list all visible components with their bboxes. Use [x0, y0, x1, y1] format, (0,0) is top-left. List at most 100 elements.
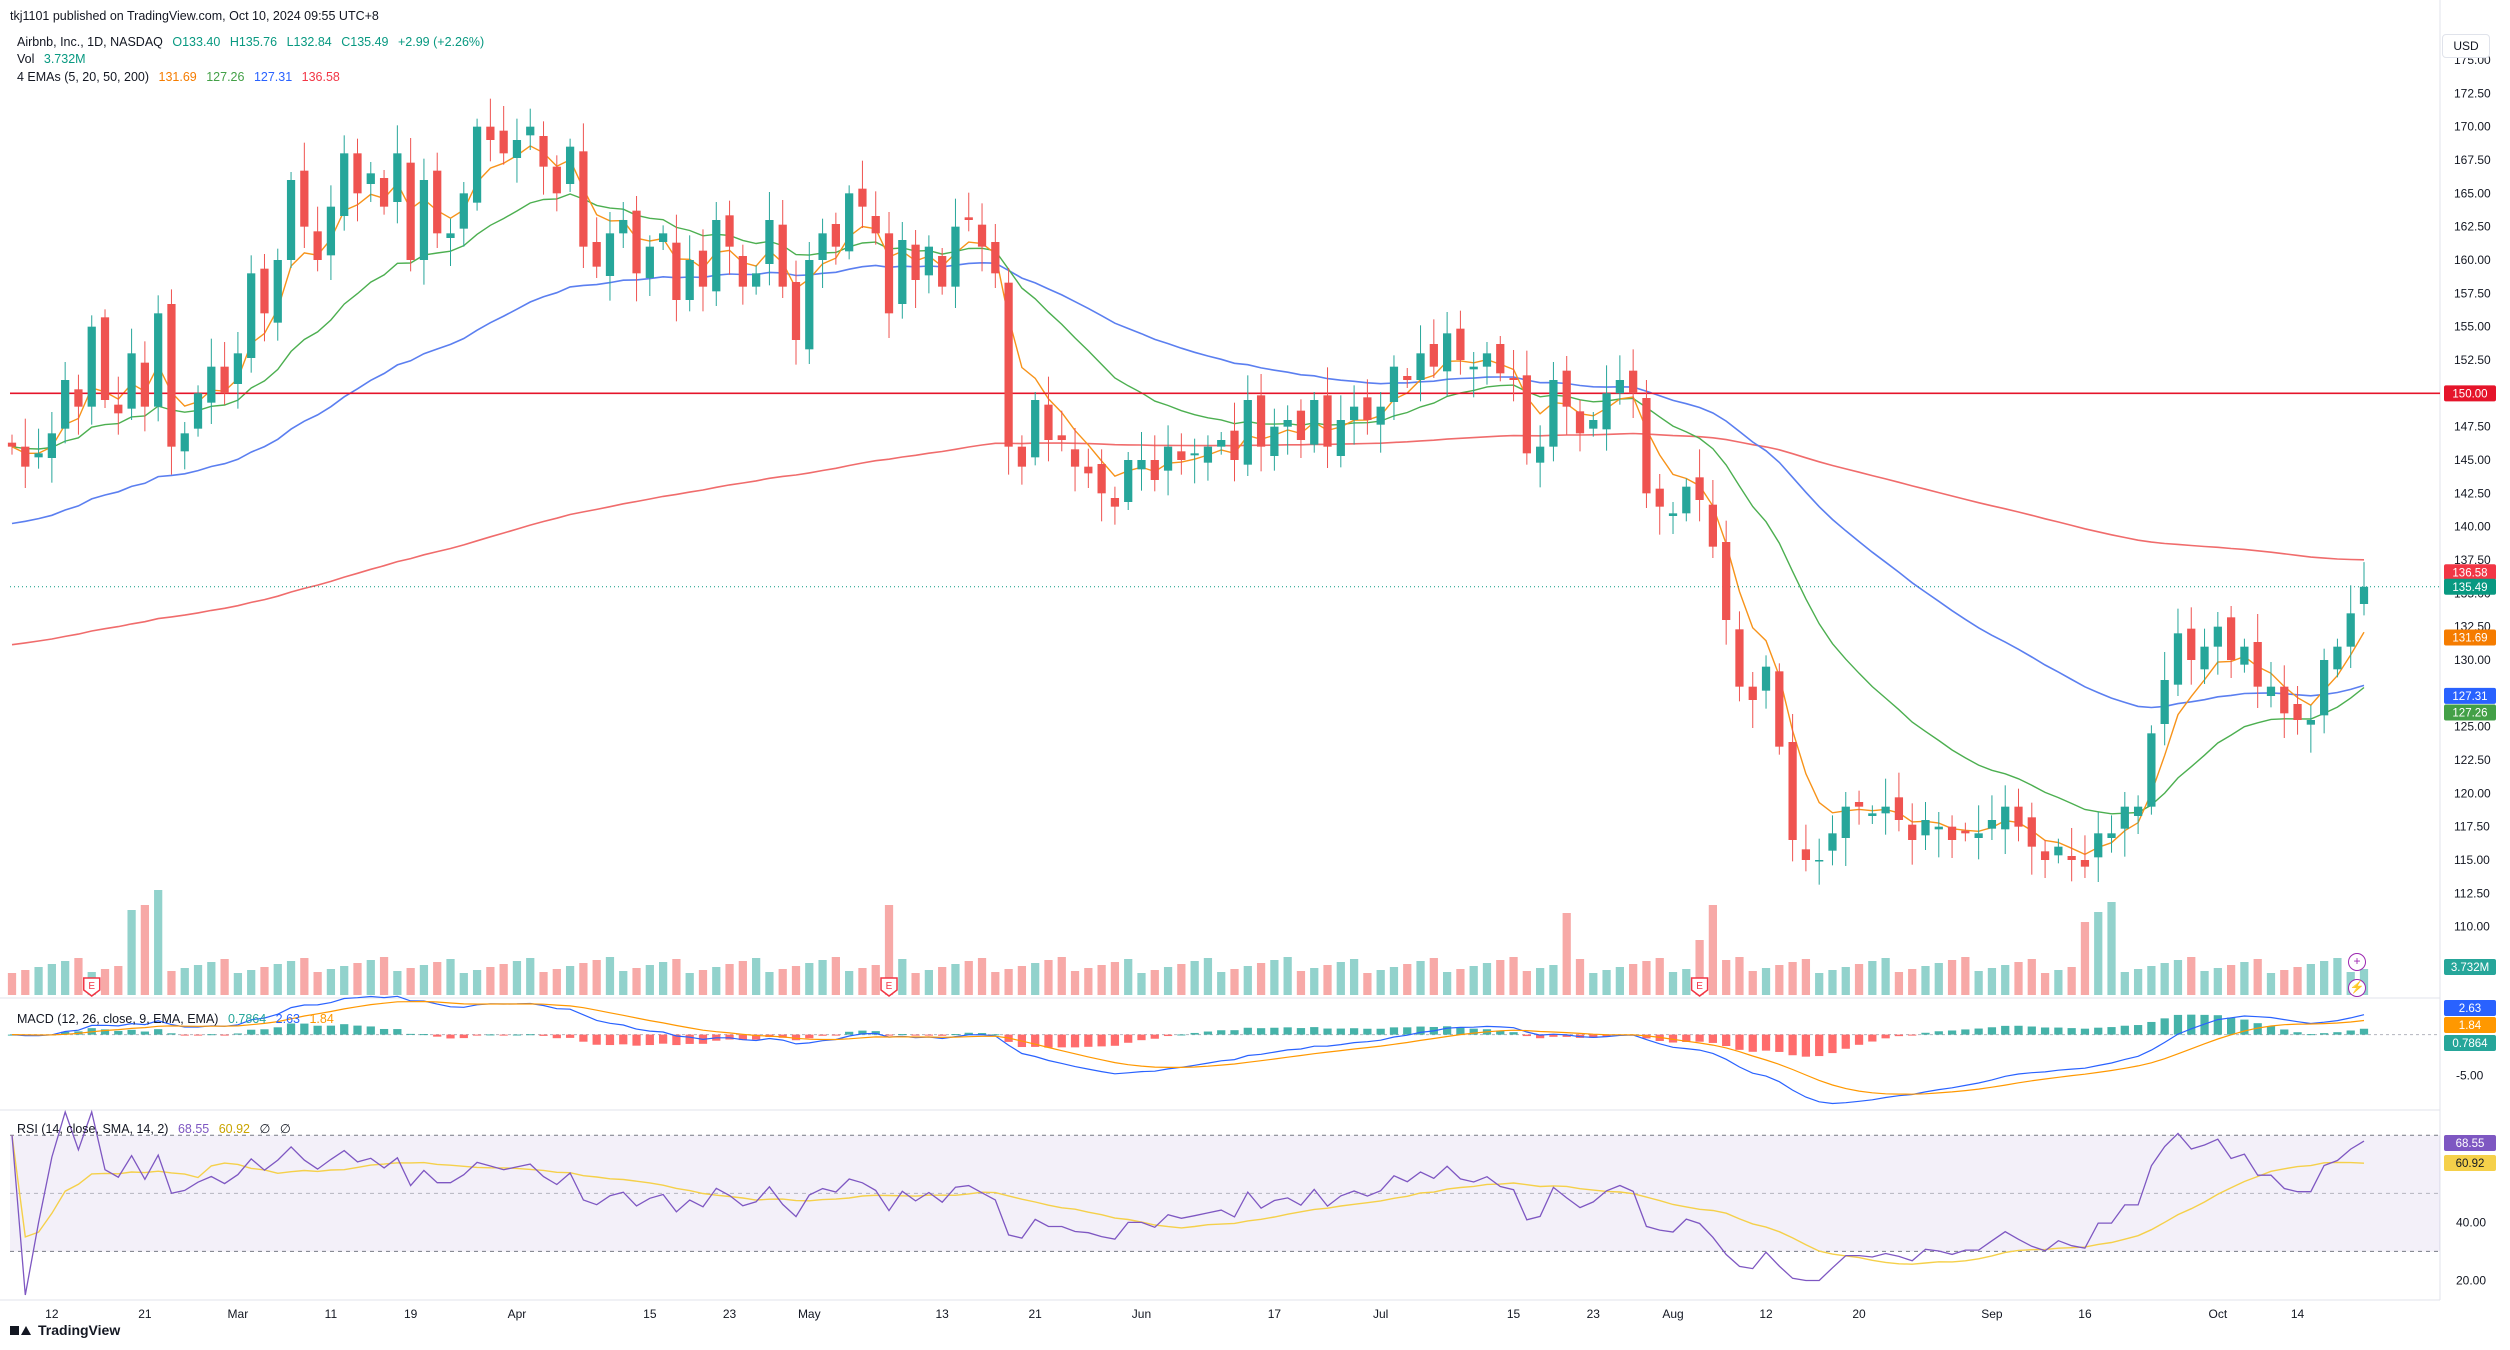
- macd-hist-value: 0.7864: [227, 1012, 267, 1026]
- candle-body: [1735, 629, 1744, 687]
- volume-bar: [1841, 967, 1850, 995]
- candle-body: [1748, 686, 1757, 700]
- volume-bar: [605, 957, 615, 995]
- macd-hist-bar: [752, 1034, 761, 1040]
- value-badge-label: 150.00: [2452, 388, 2487, 400]
- macd-hist-bar: [366, 1026, 375, 1035]
- add-indicator-icon[interactable]: +: [2348, 953, 2366, 971]
- volume-bar: [1894, 972, 1904, 995]
- volume-bar: [2094, 912, 2103, 995]
- candle-body: [2054, 846, 2063, 856]
- legend-ema-line[interactable]: 4 EMAs (5, 20, 50, 200) 131.69 127.26 12…: [17, 70, 346, 84]
- macd-hist-bar: [1947, 1030, 1957, 1035]
- candle-body: [2213, 626, 2222, 647]
- candle-body: [34, 453, 43, 458]
- macd-hist-bar: [2160, 1018, 2169, 1035]
- candle-body: [1695, 477, 1704, 500]
- currency-button[interactable]: USD: [2442, 34, 2490, 58]
- candle-body: [1708, 504, 1718, 547]
- volume-bar: [964, 961, 973, 995]
- volume-bar: [2001, 965, 2010, 995]
- candle-body: [87, 326, 96, 407]
- candle-body: [1084, 466, 1093, 474]
- volume-bar: [393, 971, 402, 995]
- candle-body: [1655, 488, 1664, 507]
- volume-bar: [1070, 971, 1080, 995]
- candle-body: [326, 206, 336, 256]
- macd-hist-bar: [379, 1028, 389, 1035]
- x-tick-label: 12: [1759, 1307, 1773, 1321]
- volume-bar: [1190, 961, 1199, 995]
- candle-body: [672, 242, 681, 300]
- volume-bar: [831, 957, 840, 995]
- candle-body: [2120, 806, 2129, 829]
- volume-bar: [1668, 972, 1678, 995]
- candle-body: [1163, 446, 1173, 471]
- y-tick-label: 137.50: [2454, 553, 2491, 567]
- macd-hist-bar: [419, 1034, 429, 1036]
- macd-hist-bar: [127, 1029, 136, 1035]
- macd-hist-bar: [326, 1025, 336, 1035]
- flash-icon[interactable]: ⚡: [2348, 979, 2366, 997]
- volume-bar: [2067, 967, 2076, 995]
- y-tick-label: 140.00: [2454, 520, 2491, 534]
- volume-bar: [1562, 913, 1571, 995]
- candle-body: [725, 215, 734, 247]
- macd-hist-bar: [2173, 1014, 2183, 1035]
- candle-body: [1469, 366, 1478, 370]
- macd-hist-bar: [2187, 1014, 2196, 1035]
- macd-hist-bar: [845, 1031, 854, 1035]
- macd-hist-bar: [1722, 1034, 1731, 1047]
- macd-hist-bar: [1389, 1027, 1399, 1035]
- candle-body: [2266, 686, 2276, 696]
- volume-bar: [1044, 960, 1053, 995]
- rsi-label: RSI (14, close, SMA, 14, 2): [17, 1122, 169, 1136]
- candle-body: [1536, 446, 1545, 463]
- macd-hist-bar: [1190, 1032, 1199, 1035]
- candle-body: [499, 130, 508, 154]
- candle-body: [1203, 446, 1213, 463]
- legend-rsi-line[interactable]: RSI (14, close, SMA, 14, 2) 68.55 60.92 …: [17, 1121, 297, 1136]
- volume-bar: [1682, 969, 1691, 995]
- candle-body: [286, 180, 296, 260]
- y-tick-label: 145.00: [2454, 453, 2491, 467]
- macd-hist-bar: [313, 1025, 322, 1035]
- volume-bar: [1642, 961, 1651, 995]
- candle-body: [539, 136, 548, 167]
- volume-bar: [2266, 973, 2276, 995]
- legend-symbol-line[interactable]: Airbnb, Inc., 1D, NASDAQ O133.40 H135.76…: [17, 35, 490, 49]
- volume-bar: [2147, 966, 2156, 995]
- candle-body: [2293, 704, 2302, 720]
- macd-hist-bar: [353, 1025, 362, 1035]
- volume-bar: [273, 964, 282, 995]
- macd-hist-bar: [1801, 1034, 1811, 1057]
- volume-bar: [565, 966, 575, 995]
- y-tick-label: 170.00: [2454, 120, 2491, 134]
- candle-body: [964, 217, 973, 220]
- volume-bar: [991, 972, 1000, 995]
- y-tick-label: 155.00: [2454, 320, 2491, 334]
- volume-bar: [326, 969, 336, 995]
- volume-bar: [472, 970, 482, 995]
- volume-bar: [1775, 965, 1784, 995]
- volume-bar: [1296, 971, 1306, 995]
- candle-body: [1722, 542, 1731, 620]
- candle-body: [74, 389, 83, 407]
- macd-hist-bar: [645, 1034, 654, 1046]
- macd-hist-bar: [273, 1027, 282, 1035]
- macd-hist-bar: [1177, 1034, 1186, 1036]
- y-tick-label: 112.50: [2454, 886, 2490, 900]
- candle-body: [2067, 856, 2076, 860]
- candle-body: [2173, 633, 2183, 685]
- candle-body: [871, 216, 880, 234]
- candle-body: [1801, 849, 1811, 860]
- volume-bar: [2240, 962, 2249, 995]
- legend-macd-line[interactable]: MACD (12, 26, close, 9, EMA, EMA) 0.7864…: [17, 1012, 340, 1026]
- legend-volume-line[interactable]: Vol 3.732M: [17, 52, 92, 66]
- candle-body: [1947, 826, 1957, 840]
- candle-body: [2014, 806, 2023, 827]
- volume-bar: [353, 963, 362, 995]
- volume-bar: [34, 967, 43, 995]
- macd-hist-bar: [977, 1033, 987, 1035]
- candle-body: [2027, 817, 2036, 847]
